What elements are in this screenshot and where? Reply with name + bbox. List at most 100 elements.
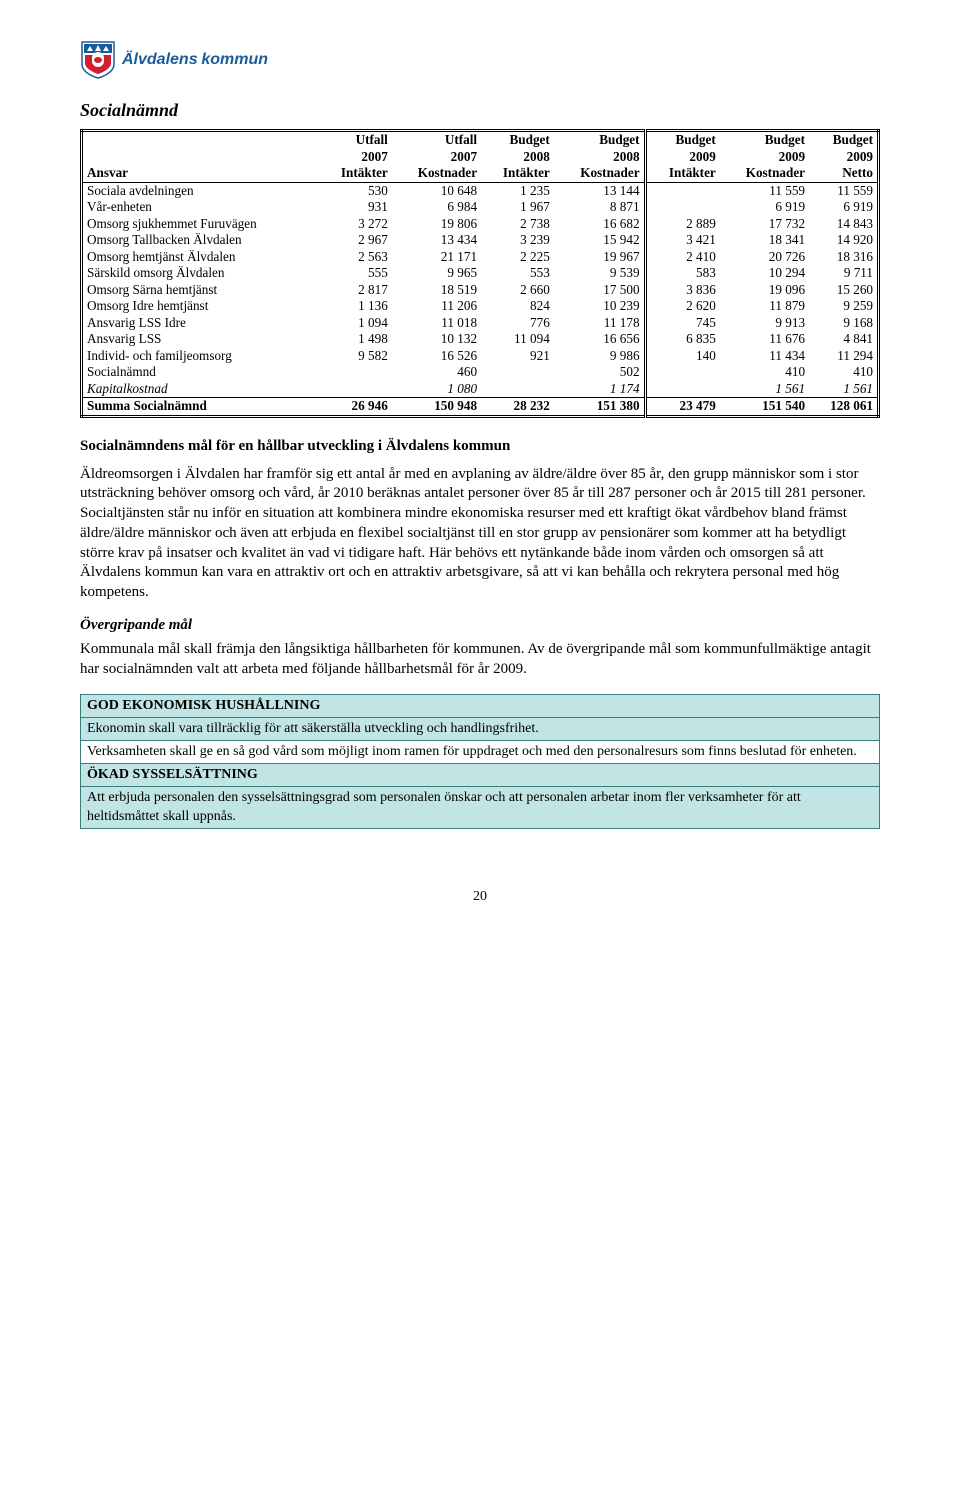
row-label: Omsorg hemtjänst Älvdalen [82, 249, 320, 266]
goal-row: Ekonomin skall vara tillräcklig för att … [81, 717, 880, 740]
cell: 9 582 [319, 348, 392, 365]
cell: 28 232 [481, 398, 554, 417]
cell [481, 381, 554, 398]
cell: 1 561 [809, 381, 878, 398]
cell: 2 738 [481, 216, 554, 233]
cell: 11 676 [720, 331, 809, 348]
cell: 14 843 [809, 216, 878, 233]
cell: 151 540 [720, 398, 809, 417]
cell: 10 648 [392, 182, 481, 199]
cell [645, 199, 720, 216]
table-sum-row: Summa Socialnämnd26 946150 94828 232151 … [82, 398, 879, 417]
cell: 11 879 [720, 298, 809, 315]
cell: 2 660 [481, 282, 554, 299]
cell: 745 [645, 315, 720, 332]
cell: 18 316 [809, 249, 878, 266]
cell: 19 806 [392, 216, 481, 233]
table-row: Omsorg Särna hemtjänst2 81718 5192 66017… [82, 282, 879, 299]
cell: 10 239 [554, 298, 645, 315]
cell: 2 889 [645, 216, 720, 233]
table-row: Kapitalkostnad1 0801 1741 5611 561 [82, 381, 879, 398]
sub-heading: Övergripande mål [80, 617, 880, 634]
table-row: Sociala avdelningen53010 6481 23513 1441… [82, 182, 879, 199]
table-row: Omsorg Tallbacken Älvdalen2 96713 4343 2… [82, 232, 879, 249]
row-label: Omsorg Tallbacken Älvdalen [82, 232, 320, 249]
cell: 128 061 [809, 398, 878, 417]
logo: Älvdalens kommun [80, 40, 880, 80]
cell: 1 498 [319, 331, 392, 348]
cell: 8 871 [554, 199, 645, 216]
cell: 3 272 [319, 216, 392, 233]
cell: 23 479 [645, 398, 720, 417]
table-row: Ansvarig LSS Idre1 09411 01877611 178745… [82, 315, 879, 332]
goal-heading: ÖKAD SYSSELSÄTTNING [81, 764, 880, 787]
cell: 17 500 [554, 282, 645, 299]
table-row: Omsorg Idre hemtjänst1 13611 20682410 23… [82, 298, 879, 315]
cell: 26 946 [319, 398, 392, 417]
cell: 3 421 [645, 232, 720, 249]
row-label: Socialnämnd [82, 364, 320, 381]
cell: 6 919 [720, 199, 809, 216]
cell: 2 410 [645, 249, 720, 266]
cell: 11 206 [392, 298, 481, 315]
cell: 15 260 [809, 282, 878, 299]
cell: 9 259 [809, 298, 878, 315]
cell: 1 094 [319, 315, 392, 332]
table-row: Individ- och familjeomsorg9 58216 526921… [82, 348, 879, 365]
cell [319, 381, 392, 398]
table-row: Särskild omsorg Älvdalen5559 9655539 539… [82, 265, 879, 282]
cell: 931 [319, 199, 392, 216]
cell: 11 094 [481, 331, 554, 348]
goals-table: GOD EKONOMISK HUSHÅLLNING Ekonomin skall… [80, 694, 880, 829]
cell: 16 682 [554, 216, 645, 233]
cell: 410 [720, 364, 809, 381]
cell: 150 948 [392, 398, 481, 417]
cell: 776 [481, 315, 554, 332]
cell: 18 519 [392, 282, 481, 299]
table-row: Socialnämnd460502410410 [82, 364, 879, 381]
shield-icon [80, 40, 116, 80]
table-header-row-3: Ansvar Intäkter Kostnader Intäkter Kostn… [82, 165, 879, 182]
cell: 530 [319, 182, 392, 199]
cell: 13 434 [392, 232, 481, 249]
cell: 11 294 [809, 348, 878, 365]
cell: 2 620 [645, 298, 720, 315]
cell: 9 986 [554, 348, 645, 365]
row-label: Ansvarig LSS [82, 331, 320, 348]
cell [645, 364, 720, 381]
cell: 1 235 [481, 182, 554, 199]
table-header-row-1: Utfall Utfall Budget Budget Budget Budge… [82, 131, 879, 149]
cell: 9 913 [720, 315, 809, 332]
cell: 6 984 [392, 199, 481, 216]
cell: 2 967 [319, 232, 392, 249]
cell [481, 364, 554, 381]
cell [319, 364, 392, 381]
cell: 4 841 [809, 331, 878, 348]
cell: 9 168 [809, 315, 878, 332]
table-header-row-2: 2007 2007 2008 2008 2009 2009 2009 [82, 149, 879, 166]
cell: 19 096 [720, 282, 809, 299]
cell: 6 919 [809, 199, 878, 216]
cell: 16 526 [392, 348, 481, 365]
row-label: Särskild omsorg Älvdalen [82, 265, 320, 282]
cell: 824 [481, 298, 554, 315]
row-label: Kapitalkostnad [82, 381, 320, 398]
cell: 1 967 [481, 199, 554, 216]
cell: 2 817 [319, 282, 392, 299]
cell: 3 239 [481, 232, 554, 249]
row-label: Ansvarig LSS Idre [82, 315, 320, 332]
cell: 11 178 [554, 315, 645, 332]
goal-heading: GOD EKONOMISK HUSHÅLLNING [81, 694, 880, 717]
cell: 11 018 [392, 315, 481, 332]
cell: 21 171 [392, 249, 481, 266]
page-title: Socialnämnd [80, 100, 880, 121]
cell: 140 [645, 348, 720, 365]
cell: 555 [319, 265, 392, 282]
cell: 2 225 [481, 249, 554, 266]
row-label: Omsorg Idre hemtjänst [82, 298, 320, 315]
cell: 11 559 [720, 182, 809, 199]
cell: 17 732 [720, 216, 809, 233]
row-label: Individ- och familjeomsorg [82, 348, 320, 365]
cell: 2 563 [319, 249, 392, 266]
cell: 502 [554, 364, 645, 381]
